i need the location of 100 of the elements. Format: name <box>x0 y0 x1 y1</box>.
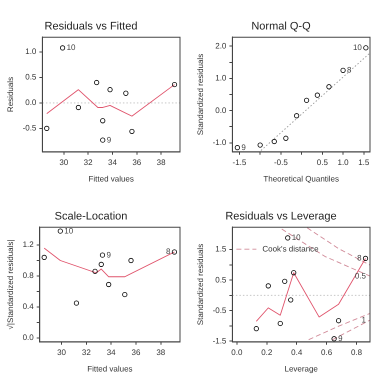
annotation: 10 <box>352 43 362 52</box>
x-axis-title: Leverage <box>284 364 318 374</box>
point <box>340 68 346 73</box>
y-axis-title: Standardized residuals <box>196 244 206 326</box>
y-tick-label: 0.8 <box>22 271 34 280</box>
annotation: 8 <box>347 66 352 75</box>
y-tick-label: 0.5 <box>25 72 37 82</box>
y-tick-label: -0.5 <box>212 306 227 315</box>
point <box>128 258 134 264</box>
y-tick-label: 0.5 <box>215 275 227 284</box>
point <box>122 292 128 298</box>
point <box>76 104 81 110</box>
x-tick-label: 32 <box>84 158 94 167</box>
x-tick-label: 38 <box>156 158 166 167</box>
point <box>282 278 288 284</box>
x-tick-label: 1.5 <box>358 158 370 167</box>
chart-title: Residuals vs Leverage <box>225 210 337 223</box>
chart-title: Scale-Location <box>54 210 128 223</box>
x-tick-label: 0.4 <box>291 348 303 357</box>
x-tick-label: 34 <box>106 348 116 357</box>
point <box>363 45 368 50</box>
point <box>106 282 112 288</box>
annotation: 10 <box>292 233 302 242</box>
x-tick-label: 0.8 <box>350 348 363 357</box>
annotation: 0.5 <box>354 271 367 280</box>
x-axis-title: Theoretical Quantiles <box>263 174 339 184</box>
point <box>60 45 66 50</box>
x-tick-label: 30 <box>59 158 69 167</box>
point <box>172 82 178 88</box>
x-axis-title: Fitted values <box>87 364 133 374</box>
x-tick-label: 0.2 <box>261 348 273 357</box>
point <box>100 252 106 258</box>
y-tick-label: 1.5 <box>215 244 227 254</box>
point <box>100 118 106 124</box>
x-axis-title: Fitted values <box>88 174 134 184</box>
point <box>100 137 106 143</box>
y-axis-title: Standardized residuals <box>196 54 206 136</box>
point <box>278 320 283 326</box>
y-tick-label: 0.0 <box>25 98 37 108</box>
x-tick-label: 30 <box>57 348 67 357</box>
point <box>254 326 259 332</box>
annotation: 10 <box>64 226 74 236</box>
y-tick-label: 2.0 <box>215 41 227 50</box>
point <box>94 80 100 86</box>
annotation: 9 <box>106 250 112 260</box>
point <box>304 98 310 103</box>
x-tick-label: 36 <box>132 348 141 357</box>
annotation: 9 <box>338 334 344 343</box>
x-tick-label: 0.6 <box>321 348 333 357</box>
y-tick-label: 0.0 <box>215 106 227 115</box>
x-tick-label: -0.5 <box>274 158 288 167</box>
annotation: 10 <box>66 43 76 52</box>
point <box>362 256 368 261</box>
y-tick-label: -1.0 <box>212 138 227 147</box>
y-tick-label: 1.0 <box>25 47 37 56</box>
x-tick-label: -1.5 <box>232 158 247 167</box>
point <box>288 297 294 303</box>
annotation: 1 <box>362 315 367 324</box>
x-tick-label: 38 <box>156 348 166 357</box>
legend-label: Cook's distance <box>262 244 320 254</box>
annotation: 9 <box>241 142 246 152</box>
x-tick-label: 32 <box>82 348 92 357</box>
y-axis-title: √|Standardized residuals| <box>6 240 16 330</box>
point <box>172 249 178 255</box>
point <box>92 268 98 274</box>
y-tick-label: 0.4 <box>22 302 34 312</box>
x-tick-label: 0.5 <box>316 158 328 167</box>
point <box>44 126 50 131</box>
point <box>107 87 113 92</box>
point <box>294 113 300 118</box>
point <box>314 92 320 98</box>
point <box>234 145 240 150</box>
point <box>42 254 47 260</box>
y-tick-label: 1.2 <box>22 240 34 250</box>
y-tick-label: -0.5 <box>22 124 37 133</box>
y-tick-label: -1.5 <box>212 336 227 346</box>
point <box>285 235 290 240</box>
point <box>291 270 296 276</box>
y-tick-label: 1.0 <box>215 74 227 83</box>
point <box>272 138 277 144</box>
point <box>123 90 128 96</box>
point <box>129 128 135 134</box>
x-tick-label: 36 <box>132 158 142 167</box>
point <box>74 300 80 306</box>
annotation: 9 <box>106 135 112 144</box>
point <box>336 318 342 324</box>
y-tick-label: 0.0 <box>22 333 34 342</box>
point <box>283 136 288 141</box>
y-axis-title: Residuals <box>6 76 16 112</box>
point <box>332 336 337 342</box>
point <box>266 283 271 288</box>
annotation: 8 <box>357 254 362 263</box>
annotation: 8 <box>166 247 171 256</box>
chart-title: Normal Q-Q <box>251 20 312 33</box>
chart-title: Residuals vs Fitted <box>44 20 138 33</box>
point <box>98 262 104 267</box>
point <box>326 84 332 90</box>
x-tick-label: 0.0 <box>231 348 243 357</box>
point <box>58 228 63 234</box>
x-tick-label: 34 <box>108 158 118 167</box>
